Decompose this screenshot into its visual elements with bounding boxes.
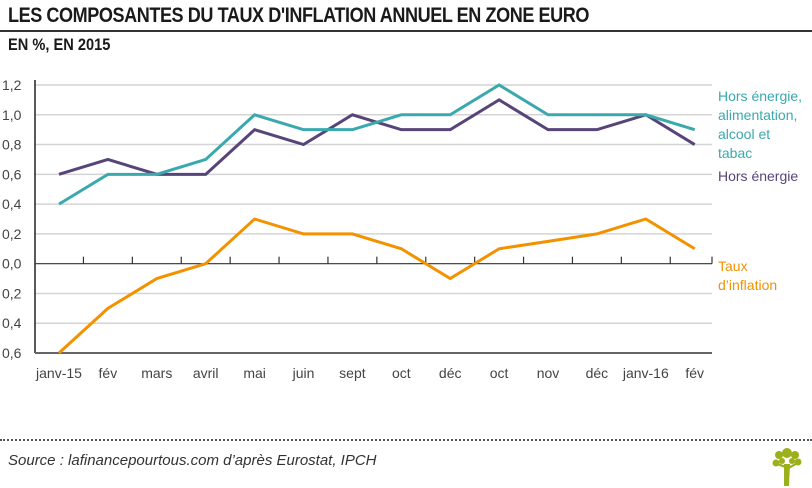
y-tick-label: 0,4 (2, 315, 22, 331)
legend-label: alimentation, (718, 107, 797, 123)
chart-subtitle: EN %, EN 2015 (8, 35, 111, 54)
x-tick-label: déc (439, 365, 462, 381)
tree-icon (772, 448, 802, 486)
x-tick-label: avril (193, 365, 219, 381)
legend-label: d’inflation (718, 277, 777, 293)
series-line-0 (58, 83, 696, 206)
x-tick-label: nov (537, 365, 560, 381)
x-tick-label: janv-15 (35, 365, 82, 381)
title-divider (0, 30, 812, 32)
series-line-1 (58, 98, 696, 176)
x-tick-label: sept (339, 365, 366, 381)
x-tick-label: mai (243, 365, 266, 381)
y-tick-label: 0,6 (2, 345, 22, 361)
y-tick-label: 1,0 (2, 107, 22, 123)
source-note: Source : lafinancepourtous.com d’après E… (8, 452, 377, 469)
legend-label: Hors énergie (718, 168, 798, 184)
chart-title: LES COMPOSANTES DU TAUX D'INFLATION ANNU… (8, 4, 589, 27)
legend-label: Taux (718, 258, 748, 274)
x-tick-label: oct (392, 365, 411, 381)
y-tick-label: 1,2 (2, 77, 22, 93)
y-tick-label: 0,2 (2, 226, 22, 242)
legend-label: tabac (718, 145, 752, 161)
legend-label: alcool et (718, 126, 770, 142)
x-tick-label: mars (141, 365, 172, 381)
legend-label: Hors énergie, (718, 88, 802, 104)
y-tick-label: 0,2 (2, 285, 22, 301)
y-tick-label: 0,4 (2, 196, 22, 212)
x-tick-label: oct (490, 365, 509, 381)
x-tick-label: déc (586, 365, 609, 381)
series-line-2 (57, 217, 696, 355)
y-tick-label: 0,6 (2, 166, 22, 182)
y-tick-label: 0,0 (2, 256, 22, 272)
y-tick-label: 0,8 (2, 137, 22, 153)
x-tick-label: fév (99, 365, 118, 381)
x-tick-label: juin (292, 365, 315, 381)
x-tick-label: janv-16 (622, 365, 669, 381)
footer-divider (0, 439, 812, 441)
x-tick-label: fév (685, 365, 704, 381)
